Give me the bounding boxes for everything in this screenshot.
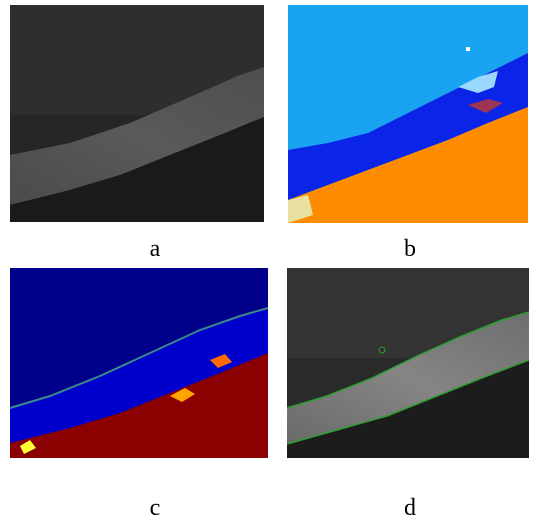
- panel-d-image: [287, 268, 529, 458]
- panel-b-image: [288, 5, 528, 223]
- panel-label: b: [404, 236, 416, 262]
- panel-label: c: [150, 495, 161, 521]
- page: a b c d (() => { const data = JSON.parse…: [0, 0, 536, 521]
- panel-label: d: [404, 495, 416, 521]
- panel-a-image: [10, 5, 264, 222]
- panel-label: a: [150, 236, 161, 262]
- figure: a b c d: [0, 0, 536, 521]
- panel-c-image: [10, 268, 268, 458]
